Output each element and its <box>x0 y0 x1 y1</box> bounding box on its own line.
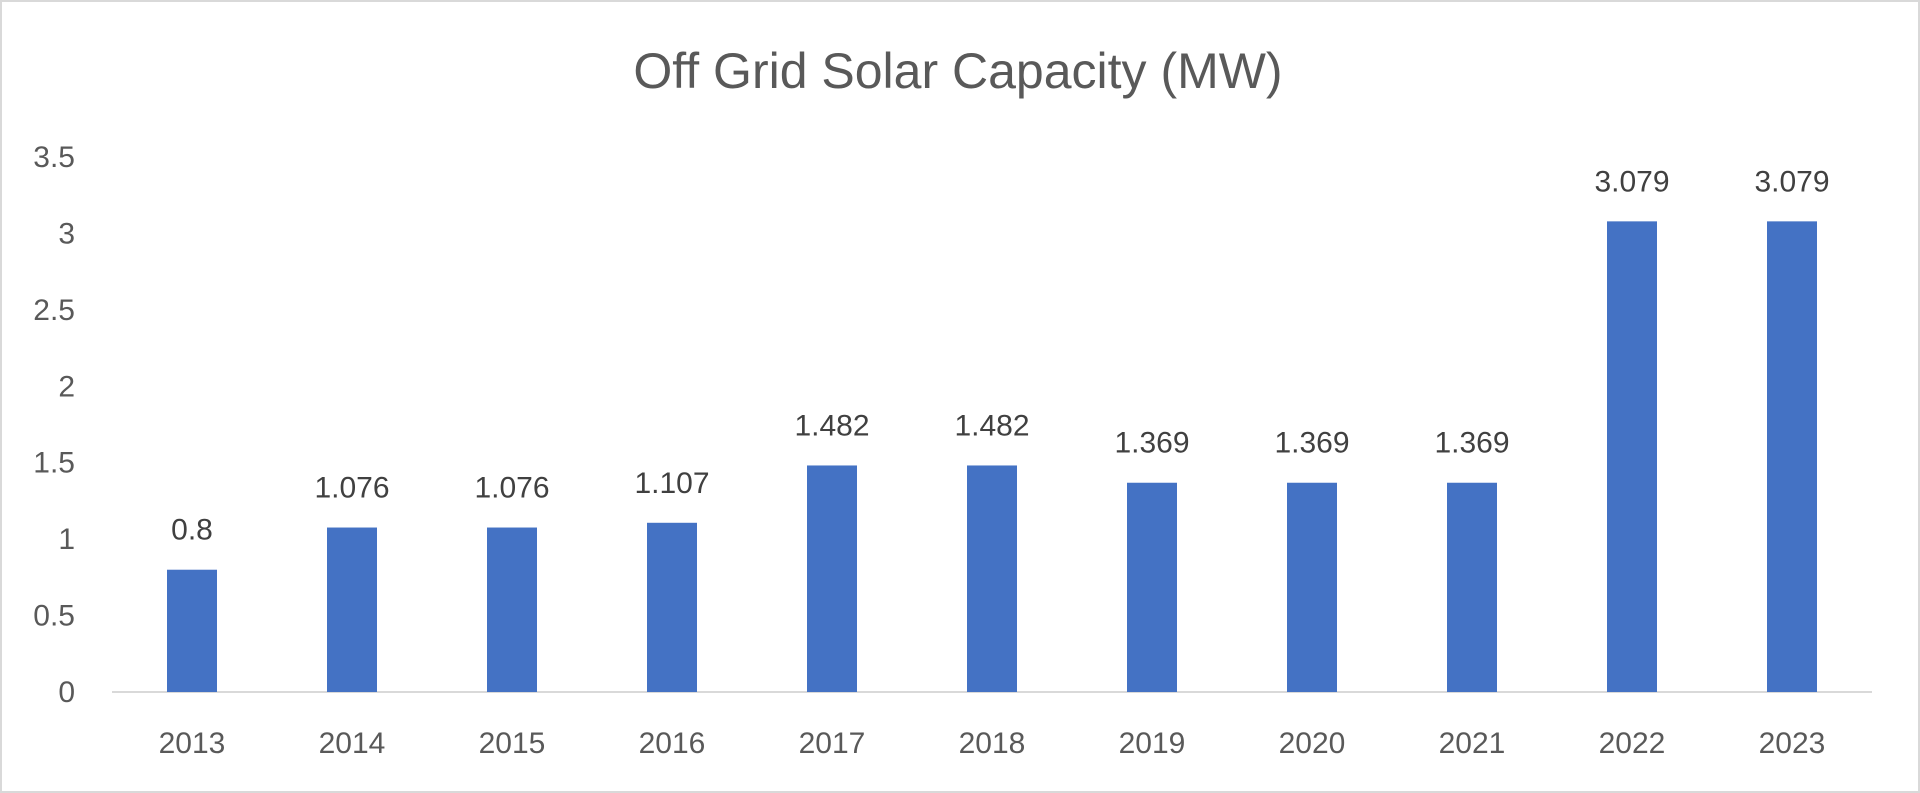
bar <box>487 527 537 692</box>
bar <box>1447 482 1497 692</box>
data-label: 1.482 <box>794 409 869 442</box>
bars <box>167 221 1817 693</box>
chart-title: Off Grid Solar Capacity (MW) <box>633 43 1282 99</box>
x-tick-label: 2018 <box>959 727 1026 760</box>
y-tick-label: 1 <box>58 523 75 556</box>
x-tick-label: 2017 <box>799 727 866 760</box>
data-label: 1.076 <box>474 472 549 505</box>
x-tick-label: 2022 <box>1599 727 1666 760</box>
bar <box>1127 482 1177 692</box>
x-axis: 2013 2014 2015 2016 2017 2018 2019 2020 2021 2022… <box>159 727 1826 760</box>
y-tick-label: 3 <box>58 217 75 250</box>
data-label: 1.107 <box>634 467 709 500</box>
y-tick-label: 0.5 <box>33 600 75 633</box>
x-tick-label: 2019 <box>1119 727 1186 760</box>
y-tick-label: 0 <box>58 676 75 709</box>
y-tick-label: 3.5 <box>33 141 75 174</box>
data-label: 0.8 <box>171 514 213 547</box>
data-label: 1.369 <box>1114 427 1189 460</box>
x-tick-label: 2020 <box>1279 727 1346 760</box>
data-label: 3.079 <box>1594 165 1669 198</box>
data-label: 3.079 <box>1754 165 1829 198</box>
bar <box>327 527 377 692</box>
bar <box>1767 221 1817 693</box>
data-labels: 0.8 1.076 1.076 1.107 1.482 1.482 1.369 1.369 1.… <box>171 165 1829 546</box>
bar <box>167 569 217 692</box>
y-axis: 0 0.5 1 1.5 2 2.5 3 3.5 <box>33 141 75 709</box>
data-label: 1.369 <box>1434 427 1509 460</box>
bar <box>1287 482 1337 692</box>
x-tick-label: 2023 <box>1759 727 1826 760</box>
data-label: 1.482 <box>954 409 1029 442</box>
bar <box>807 465 857 692</box>
data-label: 1.369 <box>1274 427 1349 460</box>
x-tick-label: 2021 <box>1439 727 1506 760</box>
x-tick-label: 2015 <box>479 727 546 760</box>
x-tick-label: 2014 <box>319 727 386 760</box>
bar <box>967 465 1017 692</box>
y-tick-label: 1.5 <box>33 447 75 480</box>
y-tick-label: 2.5 <box>33 294 75 327</box>
x-tick-label: 2013 <box>159 727 226 760</box>
bar <box>647 522 697 692</box>
data-label: 1.076 <box>314 472 389 505</box>
y-tick-label: 2 <box>58 370 75 403</box>
x-tick-label: 2016 <box>639 727 706 760</box>
bar <box>1607 221 1657 693</box>
